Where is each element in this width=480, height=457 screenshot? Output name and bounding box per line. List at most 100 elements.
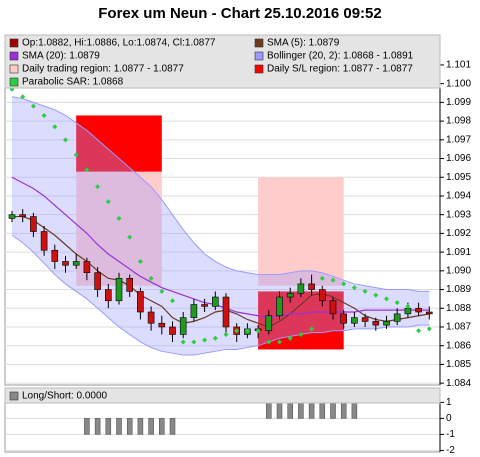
sar-dot	[351, 285, 357, 291]
region-box	[76, 171, 162, 286]
y-tick-label: 1.086	[446, 340, 471, 351]
candle-body	[201, 304, 208, 307]
candle-body	[62, 261, 69, 266]
y-tick-label: 1.089	[446, 284, 471, 295]
sar-dot	[298, 331, 304, 337]
sar-dot	[95, 184, 101, 190]
sar-dot	[416, 328, 422, 334]
bar	[340, 402, 347, 419]
bar	[351, 402, 358, 419]
sar-dot	[266, 339, 272, 345]
sar-dot	[180, 339, 186, 345]
candle-body	[297, 283, 305, 294]
legend-swatch	[254, 64, 264, 74]
candle-body	[372, 321, 380, 326]
y-tick-label: 1	[446, 397, 452, 408]
candle-body	[190, 304, 198, 318]
candle-body	[126, 278, 133, 292]
sar-dot	[148, 275, 154, 281]
y-tick-label: 1.084	[446, 378, 471, 389]
sar-dot	[405, 303, 411, 309]
y-tick-label: 1.095	[446, 172, 471, 183]
y-tick-label: 1.097	[446, 134, 471, 145]
sar-dot	[426, 326, 432, 332]
candle-body	[383, 321, 390, 326]
legend-swatch	[9, 38, 19, 48]
sar-dot	[63, 137, 68, 143]
bar	[84, 418, 90, 435]
sar-dot	[52, 124, 58, 130]
sar-dot	[30, 103, 36, 109]
candle-body	[179, 317, 187, 335]
y-tick-label: 1.090	[446, 265, 471, 276]
candle-body	[158, 322, 166, 328]
legend-swatch	[9, 77, 19, 87]
legend-swatch	[254, 51, 264, 61]
sar-dot	[341, 281, 347, 287]
candle-body	[169, 326, 176, 335]
sar-dot	[170, 298, 175, 304]
y-tick-label: 1.094	[446, 191, 471, 202]
sar-dot	[202, 337, 208, 343]
y-tick-label: 1.099	[446, 97, 471, 108]
sar-dot	[137, 258, 143, 264]
sar-dot	[255, 328, 261, 334]
chart-title: Forex um Neun - Chart 25.10.2016 09:52	[98, 5, 381, 22]
sar-dot	[394, 300, 400, 306]
candle-body	[40, 231, 48, 251]
candle-body	[425, 311, 433, 315]
sar-dot	[223, 331, 229, 337]
candle-body	[222, 296, 230, 328]
y-tick-label: 1.092	[446, 228, 471, 239]
region-box	[76, 115, 162, 172]
y-tick-label: 1.087	[446, 322, 471, 333]
indicator-line	[11, 176, 430, 319]
indicator-line	[12, 215, 430, 328]
sar-dot	[212, 335, 218, 341]
candle-body	[147, 311, 155, 324]
bar	[148, 418, 154, 435]
sar-dot	[84, 167, 90, 173]
legend-label: Long/Short: 0.0000	[22, 391, 108, 402]
region-box	[258, 291, 344, 350]
legend-swatch	[9, 391, 19, 401]
y-tick-label: 1.096	[446, 153, 471, 164]
bar	[94, 418, 101, 435]
legend-label: Daily trading region: 1.0877 - 1.0877	[22, 64, 184, 75]
candle-body	[212, 296, 219, 307]
legend-swatch	[9, 51, 19, 61]
candle-body	[8, 214, 16, 219]
legend-label: Bollinger (20, 2): 1.0868 - 1.0891	[267, 51, 414, 62]
sar-dot	[287, 335, 293, 341]
sar-dot	[20, 94, 26, 100]
candle-body	[94, 272, 101, 290]
bar	[137, 418, 144, 435]
candle-body	[19, 214, 27, 217]
legend-label: Parabolic SAR: 1.0868	[22, 77, 124, 88]
legend-label: Op:1.0882, Hi:1.0886, Lo:1.0874, Cl:1.08…	[22, 38, 216, 49]
candle-body	[318, 289, 326, 302]
candle-body	[83, 261, 91, 274]
bar	[287, 402, 293, 419]
candle-body	[340, 313, 348, 324]
candle-body	[115, 278, 123, 302]
y-tick-label: 1.088	[446, 303, 471, 314]
sar-dot	[319, 275, 325, 281]
sar-dot	[234, 328, 240, 334]
sar-dot	[309, 326, 315, 332]
bar	[116, 418, 122, 435]
legend-box	[4, 387, 441, 404]
y-tick-label: -1	[446, 429, 455, 440]
bar	[330, 402, 336, 419]
candle-body	[72, 261, 80, 266]
legend-label: SMA (20): 1.0879	[22, 51, 100, 62]
candle-body	[361, 317, 369, 322]
candle-body	[393, 313, 401, 322]
sar-dot	[73, 152, 79, 158]
candle-body	[308, 283, 315, 290]
sar-dot	[373, 292, 379, 298]
y-tick-label: 0	[446, 413, 452, 424]
y-tick-label: 1.100	[446, 78, 471, 89]
candle-body	[105, 289, 112, 302]
